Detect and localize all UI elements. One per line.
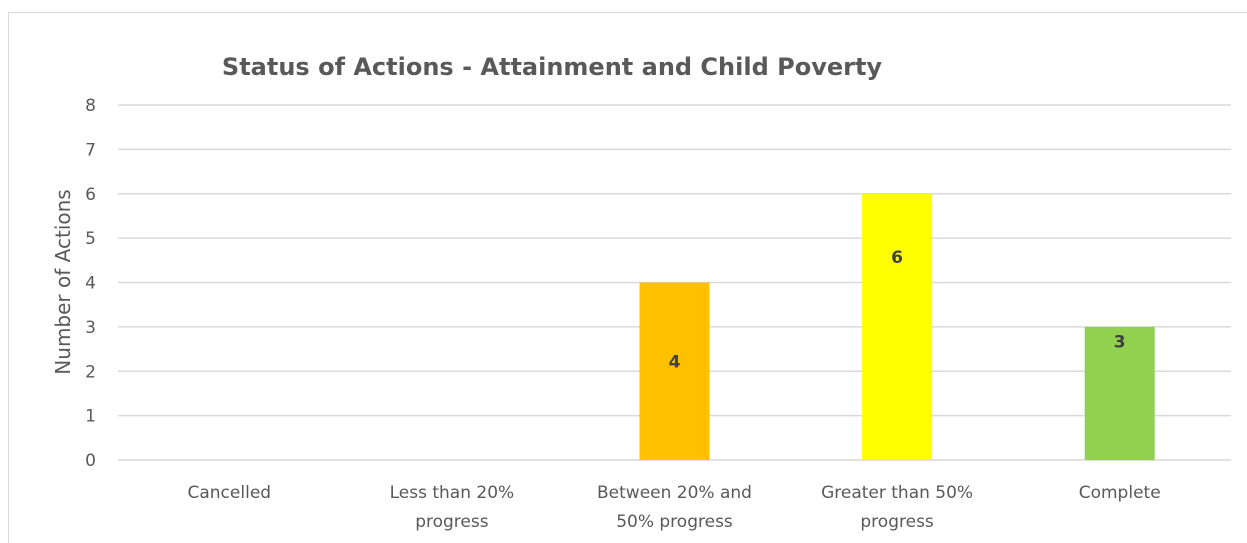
y-axis-ticks: 0 1 2 3 4 5 6 7 8: [85, 96, 96, 471]
chart-frame: [8, 12, 1247, 543]
bar: [862, 193, 933, 460]
y-tick-label: 0: [85, 451, 96, 471]
chart-title: Status of Actions - Attainment and Child…: [222, 53, 883, 81]
data-label: 4: [669, 352, 681, 372]
data-label: 3: [1114, 332, 1126, 352]
bars: [639, 193, 1155, 460]
x-axis-ticks: Cancelled Less than 20% progress Between 20…: [188, 483, 1161, 532]
y-tick-label: 2: [85, 362, 96, 382]
x-tick-label: Greater than 50% progress: [821, 483, 973, 532]
x-tick-label: Between 20% and 50% progress: [597, 483, 752, 532]
y-tick-label: 3: [85, 318, 96, 338]
data-label: 6: [891, 248, 903, 268]
y-tick-label: 1: [85, 407, 96, 427]
x-tick-label: Less than 20% progress: [390, 483, 515, 532]
bar: [1084, 326, 1155, 460]
y-tick-label: 5: [85, 229, 96, 249]
x-tick-label: Complete: [1079, 483, 1161, 503]
bar: [639, 282, 710, 460]
y-axis-label: Number of Actions: [51, 189, 75, 374]
x-tick-label: Cancelled: [188, 483, 272, 503]
y-tick-label: 4: [85, 274, 96, 294]
y-tick-label: 6: [85, 185, 96, 205]
y-tick-label: 8: [85, 96, 96, 116]
y-tick-label: 7: [85, 140, 96, 160]
data-labels: 4 6 3: [669, 248, 1126, 372]
